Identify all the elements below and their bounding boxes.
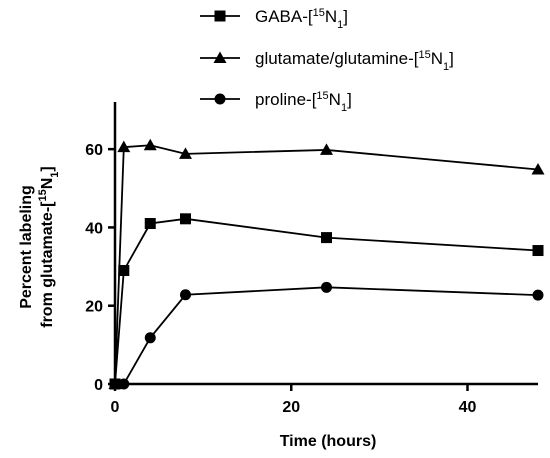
data-point — [180, 213, 191, 225]
data-point — [320, 143, 333, 155]
legend-marker — [214, 10, 226, 22]
legend-label-part: 15 — [418, 49, 430, 61]
legend-label-part: 15 — [316, 90, 328, 102]
legend-label-part: N — [329, 90, 341, 109]
data-point — [180, 289, 191, 301]
x-tick-label: 40 — [459, 399, 477, 416]
legend-marker — [213, 51, 227, 63]
y-tick-label: 40 — [85, 220, 103, 237]
legend-label-part: proline-[ — [255, 90, 317, 109]
series-square — [109, 213, 544, 390]
data-point — [109, 378, 121, 390]
legend-label-part: 1 — [443, 61, 449, 73]
series-line — [114, 217, 539, 385]
y-tick-label: 60 — [85, 142, 103, 159]
y-axis-title-part: N — [39, 178, 56, 190]
data-point — [532, 245, 544, 257]
y-axis-title: Percent labeling from glutamate-[15N1] — [18, 166, 61, 328]
legend: GABA-[15N1]glutamate/glutamine-[15N1]pro… — [200, 7, 454, 114]
legend-marker — [214, 93, 226, 105]
data-point — [321, 232, 332, 244]
x-axis-title: Time (hours) — [280, 433, 377, 450]
data-point — [118, 264, 130, 276]
series-circle — [109, 281, 544, 390]
legend-item-circle: proline-[15N1] — [200, 90, 352, 114]
series-line — [115, 286, 539, 385]
legend-label-part: 1 — [341, 102, 347, 114]
data-point — [531, 162, 545, 175]
y-axis-title-part: 1 — [49, 172, 61, 178]
data-point — [179, 147, 192, 159]
legend-label-part: GABA-[ — [255, 7, 313, 26]
legend-label-part: N — [325, 7, 337, 26]
legend-label-part: 15 — [313, 7, 325, 19]
y-tick-label: 0 — [94, 377, 103, 394]
legend-label: glutamate/glutamine-[15N1] — [255, 49, 454, 73]
legend-label-part: ] — [343, 7, 348, 26]
data-point — [117, 140, 131, 153]
legend-label: GABA-[15N1] — [255, 7, 348, 31]
legend-label-part: ] — [347, 90, 352, 109]
y-axis-title-part: ] — [39, 166, 56, 171]
data-point — [143, 138, 157, 151]
data-point — [321, 281, 332, 293]
series-triangle — [108, 138, 545, 389]
legend-label: proline-[15N1] — [255, 90, 352, 114]
y-axis-title-line1: Percent labeling — [18, 185, 35, 309]
data-point — [144, 218, 156, 230]
data-point — [118, 378, 130, 390]
legend-item-square: GABA-[15N1] — [200, 7, 348, 31]
legend-label-part: glutamate/glutamine-[ — [255, 49, 419, 68]
data-point — [144, 332, 156, 344]
y-axis-title-part: 15 — [37, 189, 49, 201]
legend-item-triangle: glutamate/glutamine-[15N1] — [200, 49, 454, 73]
axes: 0 20 40 60 0 20 40 — [85, 102, 538, 416]
series-layer — [108, 138, 545, 390]
x-tick-label: 0 — [111, 399, 120, 416]
y-axis-title-part: from glutamate-[ — [39, 201, 56, 328]
legend-label-part: N — [431, 49, 443, 68]
x-tick-label: 20 — [282, 399, 300, 416]
y-tick-label: 20 — [85, 299, 103, 316]
y-axis-title-line2: from glutamate-[15N1] — [37, 166, 61, 328]
legend-label-part: 1 — [337, 19, 343, 31]
data-point — [532, 289, 544, 301]
series-line — [114, 144, 539, 385]
legend-label-part: ] — [449, 49, 454, 68]
